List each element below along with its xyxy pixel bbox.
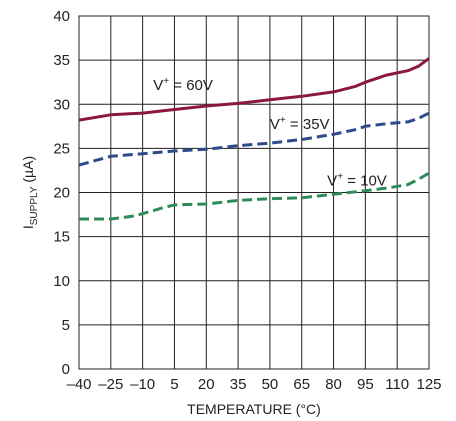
y-tick-label-2: 10 (53, 273, 70, 290)
series-label-2: V+ = 10V (327, 171, 387, 189)
y-axis-title-unit: (µA) (20, 156, 36, 187)
x-tick-labels: –40 –25 –10 5 20 35 50 65 80 95 110 125 (66, 376, 441, 393)
x-tick-label-11: 125 (416, 376, 441, 393)
x-tick-label-5: 35 (230, 376, 247, 393)
y-tick-label-1: 5 (62, 317, 70, 334)
y-tick-label-0: 0 (62, 361, 70, 378)
x-tick-label-6: 50 (262, 376, 279, 393)
x-axis-title: TEMPERATURE (°C) (187, 401, 321, 417)
x-tick-label-7: 65 (293, 376, 310, 393)
series-labels: V+ = 60V V+ = 35V V+ = 10V (153, 76, 387, 189)
series-line-1 (78, 111, 430, 167)
y-tick-label-6: 30 (53, 96, 70, 113)
series-line-2 (79, 171, 430, 221)
x-tick-label-1: –25 (98, 376, 123, 393)
y-tick-label-3: 15 (53, 229, 70, 246)
series-label-0: V+ = 60V (153, 76, 213, 94)
y-axis-title-subscript: SUPPLY (29, 186, 40, 225)
y-axis-title: ISUPPLY (µA) (20, 156, 40, 229)
y-tick-label-7: 35 (53, 52, 70, 69)
y-tick-label-8: 40 (53, 8, 70, 25)
x-tick-label-10: 110 (385, 376, 409, 393)
y-tick-labels: 0 5 10 15 20 25 30 35 40 (53, 8, 70, 378)
series-label-1: V+ = 35V (270, 115, 330, 133)
x-tick-label-8: 80 (325, 376, 342, 393)
series-lines (78, 57, 430, 221)
plot-frame (78, 15, 430, 370)
x-tick-label-0: –40 (66, 376, 91, 393)
x-tick-label-3: 5 (170, 376, 178, 393)
x-tick-label-2: –10 (130, 376, 155, 393)
series-line-0 (78, 57, 430, 122)
grid-lines (78, 15, 430, 370)
y-axis-title-main: I (20, 225, 36, 229)
y-tick-label-5: 25 (53, 140, 70, 157)
y-tick-label-4: 20 (53, 185, 70, 202)
x-tick-label-4: 20 (198, 376, 215, 393)
x-tick-label-9: 95 (357, 376, 374, 393)
